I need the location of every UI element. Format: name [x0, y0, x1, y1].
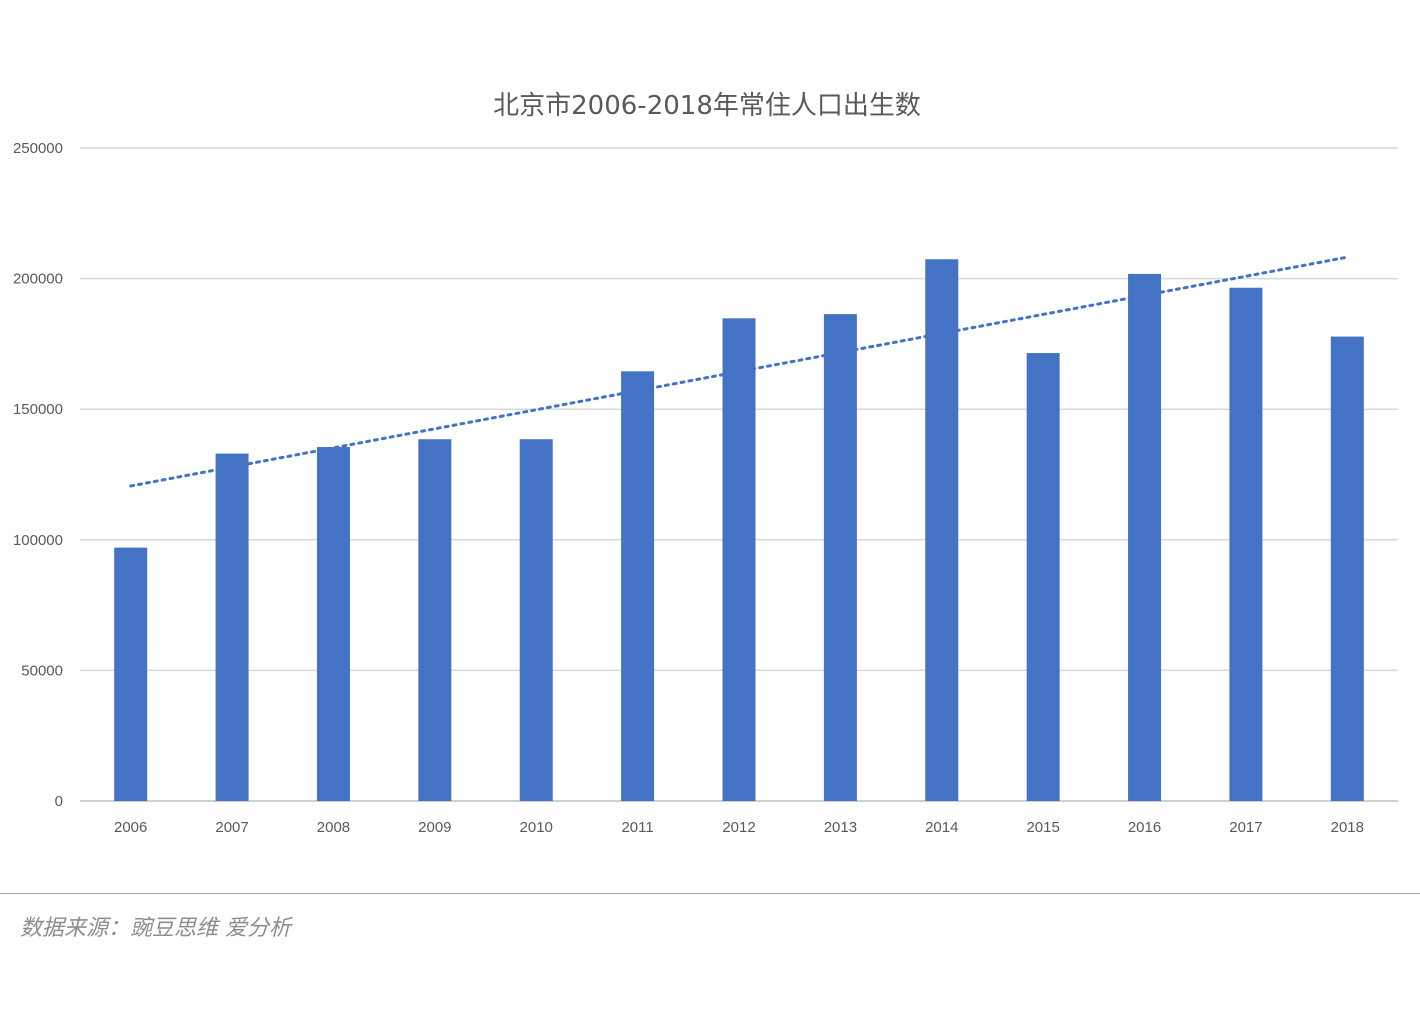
x-tick-label: 2007	[215, 819, 248, 836]
bar-2011	[621, 371, 655, 801]
y-tick-label: 100000	[13, 532, 63, 549]
bar-2006	[114, 547, 148, 801]
x-tick-label: 2010	[520, 819, 553, 836]
x-tick-label: 2009	[418, 819, 451, 836]
bar-2009	[418, 439, 452, 801]
x-tick-label: 2008	[317, 819, 350, 836]
y-tick-label: 50000	[21, 662, 63, 679]
x-tick-label: 2016	[1128, 819, 1161, 836]
chart-title: 北京市2006-2018年常住人口出生数	[493, 91, 921, 121]
bar-2017	[1229, 287, 1263, 801]
y-tick-label: 200000	[13, 271, 63, 288]
bars	[114, 259, 1364, 801]
trendline-layer	[129, 255, 1349, 488]
x-axis: 2006 2007 2008 2009 2010 2011 2012 2013 2014 2015…	[114, 819, 1364, 836]
bar-2014	[925, 259, 959, 801]
bar-2015	[1026, 353, 1060, 801]
bar-2007	[215, 453, 249, 801]
bar-2008	[316, 447, 350, 801]
bar-2013	[823, 314, 857, 801]
bar-2018	[1330, 336, 1364, 801]
x-tick-label: 2014	[925, 819, 958, 836]
source-note: 数据来源：豌豆思维 爱分析	[20, 916, 291, 941]
bar-2016	[1128, 273, 1162, 801]
x-tick-label: 2012	[722, 819, 755, 836]
x-tick-label: 2015	[1026, 819, 1059, 836]
x-tick-label: 2013	[824, 819, 857, 836]
y-tick-label: 150000	[13, 401, 63, 418]
x-tick-label: 2017	[1229, 819, 1262, 836]
trendline	[129, 255, 1349, 488]
bar-2012	[722, 318, 756, 801]
footer-divider	[0, 893, 1420, 894]
bar-2010	[519, 439, 553, 801]
y-axis: 0 50000 100000 150000 200000 250000	[13, 140, 63, 810]
y-tick-label: 0	[55, 793, 63, 810]
x-tick-label: 2006	[114, 819, 147, 836]
x-tick-label: 2018	[1331, 819, 1364, 836]
y-tick-label: 250000	[13, 140, 63, 157]
x-tick-label: 2011	[621, 819, 653, 836]
